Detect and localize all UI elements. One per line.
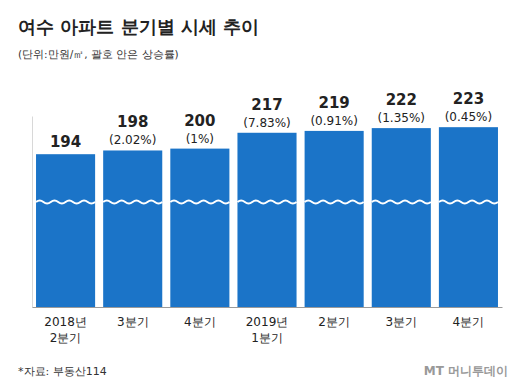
bar (103, 150, 162, 307)
x-axis-line (33, 307, 503, 308)
growth-label: (1.35%) (378, 111, 425, 125)
bar-break (237, 200, 296, 203)
chart: 여수 아파트 분기별 시세 추이 (단위:만원/㎡, 괄호 안은 상승률) 2018… (0, 0, 520, 390)
bar (439, 127, 498, 307)
plot: 2018년2분기 3분기 4분기 2019년1분기 2분기 3분기 4분기 194 198 (2.… (33, 90, 503, 344)
x-tick-label: 3분기 (117, 315, 149, 329)
x-tick-label: 2분기 (318, 315, 350, 329)
bar (170, 149, 229, 307)
bars (36, 127, 498, 307)
x-tick: 2018년2분기 (44, 307, 87, 345)
bar-break (305, 200, 364, 203)
y-axis-line (32, 117, 33, 308)
x-tick: 2019년1분기 (246, 307, 289, 345)
growth-label: (0.91%) (310, 114, 357, 128)
x-tick: 3분기 (117, 307, 149, 329)
growth-label: (1%) (186, 132, 214, 146)
bar-break (170, 200, 229, 203)
title: 여수 아파트 분기별 시세 추이 (18, 16, 259, 37)
data-label: 219 (318, 94, 349, 112)
bar-break (439, 200, 498, 203)
bar (36, 154, 95, 307)
x-tick: 4분기 (184, 307, 216, 329)
growth-label: (0.45%) (445, 110, 492, 124)
x-axis: 2018년2분기 3분기 4분기 2019년1분기 2분기 3분기 4분기 (33, 307, 503, 345)
x-tick-label: 2018년2분기 (44, 315, 87, 345)
x-tick-label: 3분기 (385, 315, 417, 329)
growth-label: (2.02%) (109, 133, 156, 147)
growth-label: (7.83%) (243, 116, 290, 130)
bar (305, 131, 364, 307)
data-label: 198 (117, 113, 148, 131)
background (0, 0, 520, 390)
data-label: 222 (386, 91, 417, 109)
x-tick-label: 4분기 (184, 315, 216, 329)
bar-break (36, 200, 95, 203)
y-axis (32, 117, 33, 308)
x-tick: 2분기 (318, 307, 350, 329)
bar-break (103, 200, 162, 203)
x-tick: 3분기 (385, 307, 417, 329)
data-label: 200 (184, 112, 215, 130)
subtitle: (단위:만원/㎡, 괄호 안은 상승률) (18, 48, 179, 60)
x-tick: 4분기 (453, 307, 485, 329)
bar (237, 133, 296, 307)
data-label: 194 (50, 133, 81, 151)
source: *자료: 부동산114 (18, 365, 107, 378)
x-tick-label: 4분기 (453, 315, 485, 329)
data-label: 223 (453, 90, 484, 108)
bar (372, 128, 431, 307)
x-tick-label: 2019년1분기 (246, 315, 289, 345)
watermark: MT 머니투데이 (424, 364, 508, 378)
bar-break (372, 200, 431, 203)
data-labels: 194 198 (2.02%) 200 (1%) 217 (7.83%) 219 (0.91%)… (50, 90, 492, 151)
data-label: 217 (251, 96, 282, 114)
